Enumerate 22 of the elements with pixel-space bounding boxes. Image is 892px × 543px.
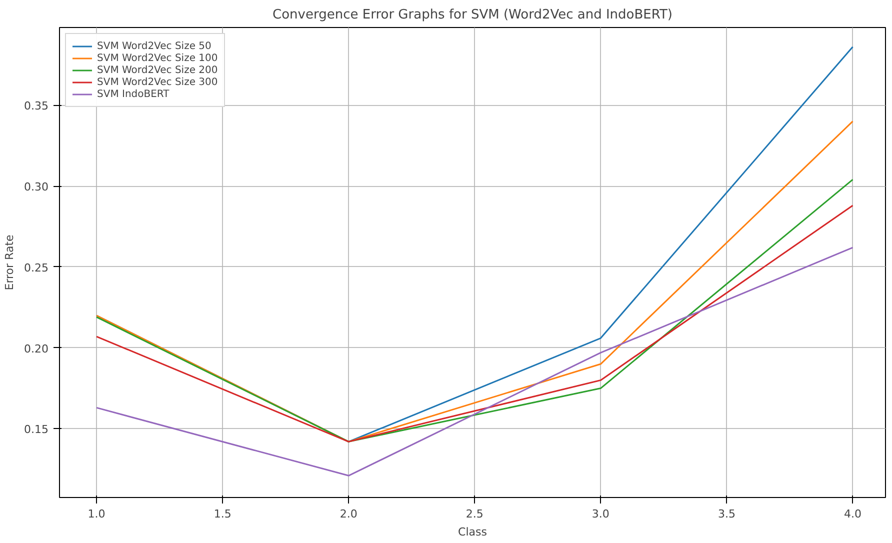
x-axis-title: Class: [458, 526, 488, 538]
x-tick-label: 2.5: [466, 508, 484, 520]
y-axis-title: Error Rate: [3, 234, 16, 290]
legend-label: SVM Word2Vec Size 100: [97, 52, 218, 64]
x-tick-label: 4.0: [844, 508, 862, 520]
legend-label: SVM Word2Vec Size 300: [97, 76, 218, 88]
legend-label: SVM Word2Vec Size 50: [97, 40, 212, 52]
line-series: [96, 120, 854, 442]
line-series: [96, 246, 854, 476]
x-tick-label: 1.5: [214, 508, 232, 520]
legend-label: SVM IndoBERT: [97, 88, 170, 100]
x-tick-label: 1.0: [88, 508, 106, 520]
x-tick-label: 2.0: [340, 508, 358, 520]
legend-label: SVM Word2Vec Size 200: [97, 64, 218, 76]
x-tick-label: 3.5: [718, 508, 736, 520]
y-tick-label: 0.20: [24, 342, 49, 356]
y-tick-label: 0.25: [24, 261, 49, 274]
chart-title: Convergence Error Graphs for SVM (Word2Vec and IndoBERT): [272, 8, 672, 22]
y-tick-label: 0.15: [24, 423, 49, 436]
y-tick-label: 0.30: [24, 180, 49, 194]
x-tick-label: 3.0: [592, 508, 610, 520]
y-tick-label: 0.35: [24, 100, 49, 113]
